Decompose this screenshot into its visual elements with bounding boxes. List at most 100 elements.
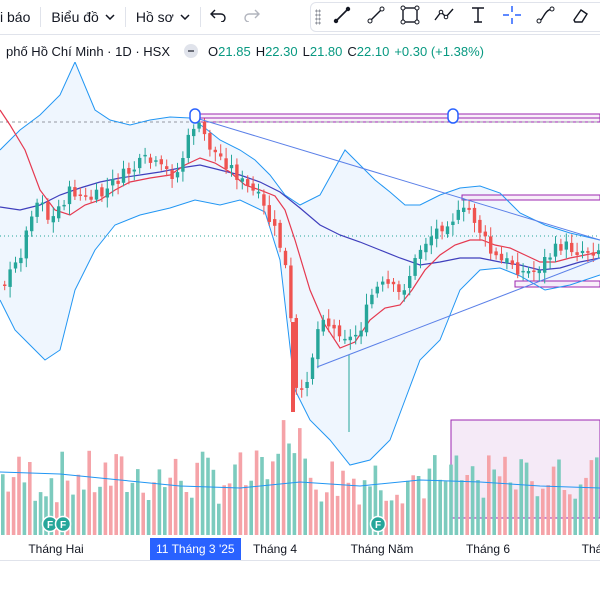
symbol-title[interactable]: phố Hồ Chí Minh · 1D · HSX [6, 43, 171, 59]
volume-bar [233, 464, 237, 535]
volume-bar [109, 485, 113, 535]
volume-bar [152, 482, 156, 535]
volume-average-line [0, 471, 600, 489]
volume-bar [87, 450, 91, 535]
candle-body [418, 249, 423, 259]
volume-bar [379, 490, 383, 535]
volume-bar [200, 451, 205, 535]
indicator-lines [0, 62, 600, 466]
chart-menu-label: Biểu đồ [51, 9, 99, 25]
drawing-handle[interactable] [189, 108, 201, 124]
candle-body [246, 179, 250, 186]
dividend-event-marker[interactable] [369, 515, 387, 533]
volume-bar [38, 492, 43, 535]
crosshair-tool[interactable] [495, 3, 529, 31]
chart-menu-button[interactable]: Biểu đồ [41, 0, 124, 34]
text-tool[interactable] [461, 3, 495, 31]
volume-bar [530, 481, 534, 535]
time-axis[interactable]: Tháng Hai Tháng 4 Tháng Năm Tháng 6 Thá … [0, 538, 600, 560]
volume-bar [92, 492, 97, 535]
redo-button[interactable] [235, 0, 269, 34]
candle-body [111, 179, 115, 186]
candle-body [559, 244, 563, 251]
candle-body [67, 186, 72, 205]
candle-body [256, 191, 261, 194]
candle-body [391, 281, 396, 285]
volume-bar [514, 489, 518, 535]
volume-bar [28, 462, 32, 535]
candle-body [294, 318, 298, 388]
profile-menu-button[interactable]: Hồ sơ [126, 0, 200, 34]
volume-bar [17, 456, 21, 535]
candle-body [267, 205, 271, 222]
candle-body [327, 318, 331, 327]
candle-body [40, 202, 45, 205]
candle-body [526, 271, 531, 274]
volume-bar [206, 457, 210, 535]
candle-body [8, 269, 12, 287]
candle-body [359, 330, 363, 337]
candle-body [121, 168, 126, 183]
candle-body [575, 252, 579, 255]
low-value: 21.80 [309, 43, 343, 59]
candle-body [132, 169, 136, 172]
collapse-legend-icon[interactable] [184, 44, 199, 58]
dividend-event-marker[interactable] [54, 515, 72, 533]
candle-body [170, 170, 174, 179]
candle-body [429, 236, 433, 246]
divider [40, 7, 42, 27]
volume-bar [557, 459, 561, 535]
close-label: C [347, 43, 357, 59]
candle-body [148, 157, 153, 163]
candle-body [175, 172, 180, 178]
volume-bar [44, 496, 48, 535]
candle-body [51, 216, 55, 223]
candle-body [291, 322, 295, 412]
eraser-tool[interactable] [563, 3, 597, 31]
crosshair-icon [502, 5, 522, 30]
volume-bar [584, 477, 588, 535]
volume-bar [362, 480, 367, 535]
volume-bar [276, 453, 280, 535]
candle-body [305, 382, 309, 388]
drag-handle[interactable] [315, 9, 321, 25]
drawing-handle[interactable] [447, 108, 459, 124]
volume-bar [357, 504, 361, 535]
volume-bar [546, 485, 550, 535]
volume-bar [314, 489, 318, 535]
curve-tool[interactable] [529, 3, 563, 31]
candle-body [165, 166, 169, 169]
volume-bar [325, 492, 329, 535]
candle-body [532, 270, 536, 272]
volume-bar [578, 484, 583, 535]
candle-body [451, 221, 455, 225]
candle-body [348, 336, 352, 341]
drawing-toolbar [310, 2, 600, 32]
volume-bars [0, 420, 600, 535]
alerts-menu[interactable]: i báo [0, 0, 40, 34]
undo-button[interactable] [201, 0, 235, 34]
candle-body [73, 187, 77, 197]
candle-body [229, 165, 234, 169]
path-tool[interactable] [427, 3, 461, 31]
candle-body [483, 231, 487, 237]
volume-bar [433, 455, 437, 535]
candle-body [408, 276, 412, 288]
candle-body [321, 319, 325, 332]
candle-body [283, 250, 288, 266]
time-label: Tháng 6 [465, 542, 511, 556]
candle-body [219, 153, 223, 157]
candle-body [78, 194, 82, 196]
ray-tool[interactable] [359, 3, 393, 31]
volume-bar [103, 462, 108, 535]
rectangle-tool[interactable] [393, 3, 427, 31]
volume-bar [146, 500, 151, 535]
candle-body [489, 236, 493, 254]
trend-line-tool[interactable] [325, 3, 359, 31]
drawn-trendlines[interactable] [189, 108, 600, 368]
volume-bar [11, 477, 16, 535]
candle-body [251, 183, 255, 191]
volume-bar [130, 482, 135, 535]
